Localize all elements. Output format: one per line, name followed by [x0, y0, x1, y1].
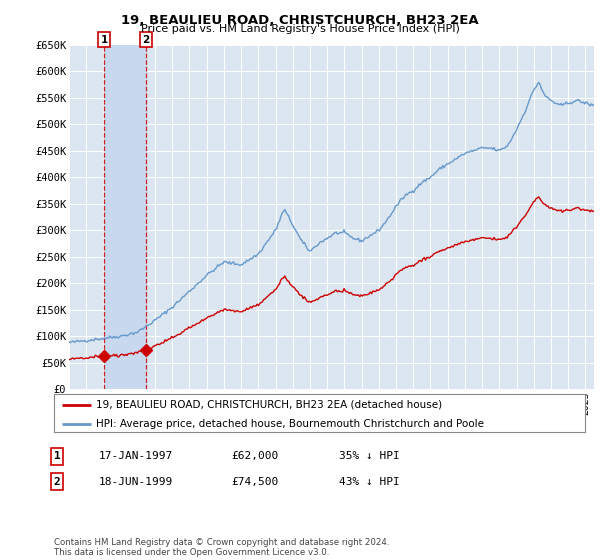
Text: 19, BEAULIEU ROAD, CHRISTCHURCH, BH23 2EA: 19, BEAULIEU ROAD, CHRISTCHURCH, BH23 2E…: [121, 14, 479, 27]
Text: 18-JUN-1999: 18-JUN-1999: [99, 477, 173, 487]
Text: £74,500: £74,500: [231, 477, 278, 487]
Bar: [104, 45, 146, 389]
Text: 43% ↓ HPI: 43% ↓ HPI: [339, 477, 400, 487]
Text: £62,000: £62,000: [231, 451, 278, 461]
Text: Contains HM Land Registry data © Crown copyright and database right 2024.
This d: Contains HM Land Registry data © Crown c…: [54, 538, 389, 557]
Text: 35% ↓ HPI: 35% ↓ HPI: [339, 451, 400, 461]
Text: 17-JAN-1997: 17-JAN-1997: [99, 451, 173, 461]
Text: 1: 1: [53, 451, 61, 461]
Text: 2: 2: [53, 477, 61, 487]
Text: HPI: Average price, detached house, Bournemouth Christchurch and Poole: HPI: Average price, detached house, Bour…: [97, 419, 484, 429]
Text: Price paid vs. HM Land Registry's House Price Index (HPI): Price paid vs. HM Land Registry's House …: [140, 24, 460, 34]
Text: 1: 1: [100, 35, 108, 45]
Text: 19, BEAULIEU ROAD, CHRISTCHURCH, BH23 2EA (detached house): 19, BEAULIEU ROAD, CHRISTCHURCH, BH23 2E…: [97, 400, 443, 410]
Text: 2: 2: [142, 35, 149, 45]
